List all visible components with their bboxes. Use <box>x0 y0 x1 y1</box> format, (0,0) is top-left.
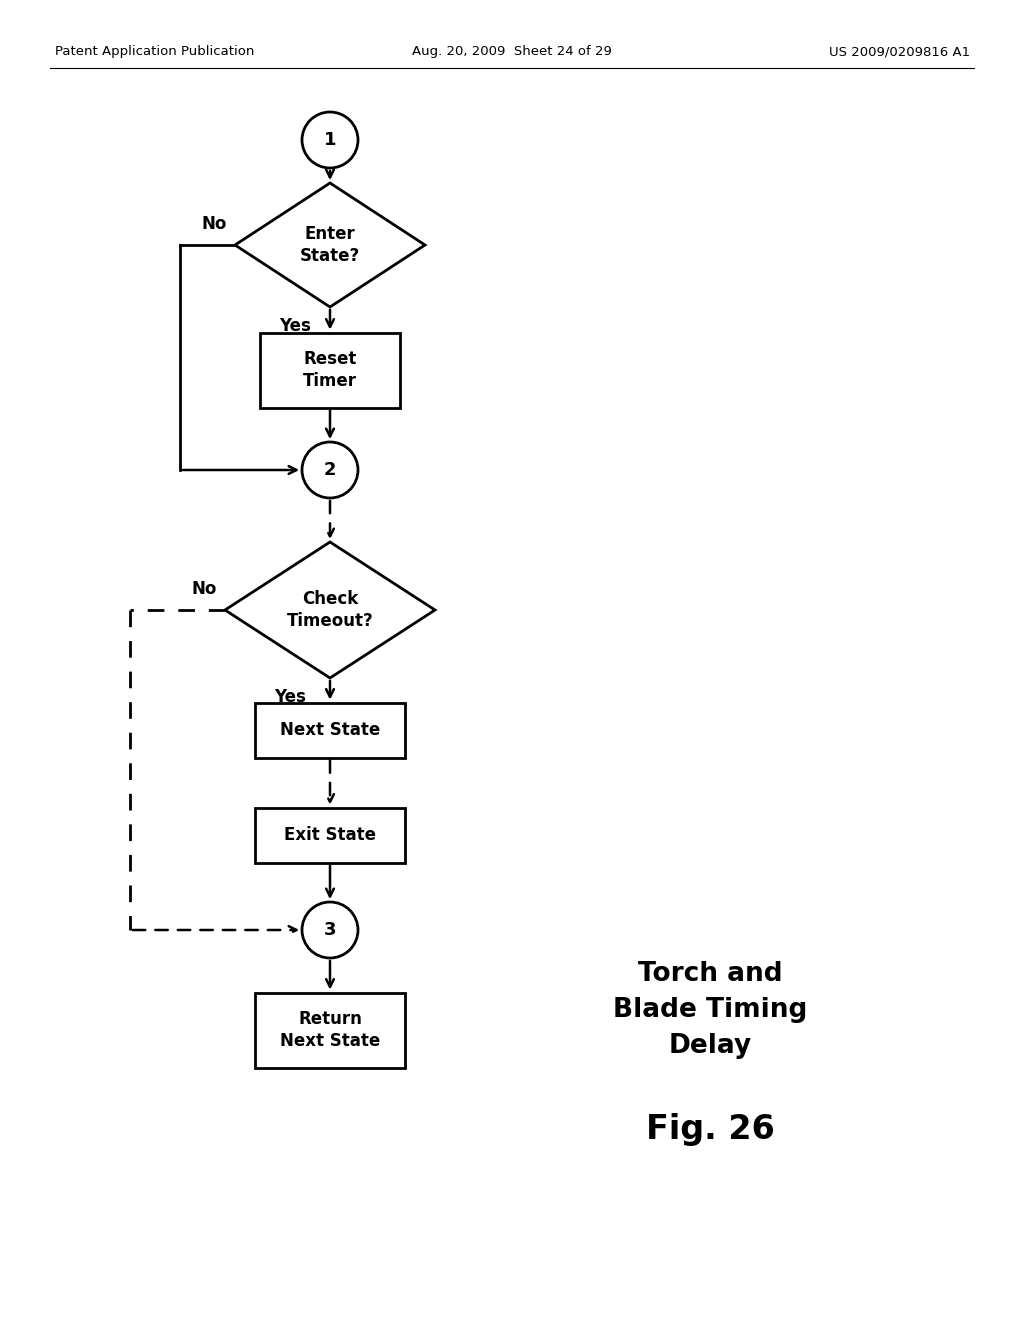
Bar <box>260 333 400 408</box>
Text: Fig. 26: Fig. 26 <box>645 1114 774 1147</box>
Text: Yes: Yes <box>280 317 311 335</box>
Text: Enter
State?: Enter State? <box>300 224 360 265</box>
Text: 1: 1 <box>324 131 336 149</box>
Text: US 2009/0209816 A1: US 2009/0209816 A1 <box>828 45 970 58</box>
Text: 3: 3 <box>324 921 336 939</box>
Bar <box>255 702 406 758</box>
Circle shape <box>302 112 358 168</box>
Text: No: No <box>202 215 227 234</box>
Text: Aug. 20, 2009  Sheet 24 of 29: Aug. 20, 2009 Sheet 24 of 29 <box>412 45 612 58</box>
Text: Check
Timeout?: Check Timeout? <box>287 590 374 630</box>
Circle shape <box>302 442 358 498</box>
Polygon shape <box>234 183 425 308</box>
Text: No: No <box>191 579 217 598</box>
Text: Next State: Next State <box>280 721 380 739</box>
Text: Patent Application Publication: Patent Application Publication <box>55 45 254 58</box>
Circle shape <box>302 902 358 958</box>
Text: 2: 2 <box>324 461 336 479</box>
Text: Yes: Yes <box>274 688 306 706</box>
Text: Exit State: Exit State <box>284 826 376 843</box>
Polygon shape <box>225 543 435 678</box>
Text: Return
Next State: Return Next State <box>280 1010 380 1051</box>
Bar <box>255 808 406 862</box>
Bar <box>255 993 406 1068</box>
Text: Reset
Timer: Reset Timer <box>303 350 357 391</box>
Text: Torch and
Blade Timing
Delay: Torch and Blade Timing Delay <box>612 961 807 1059</box>
